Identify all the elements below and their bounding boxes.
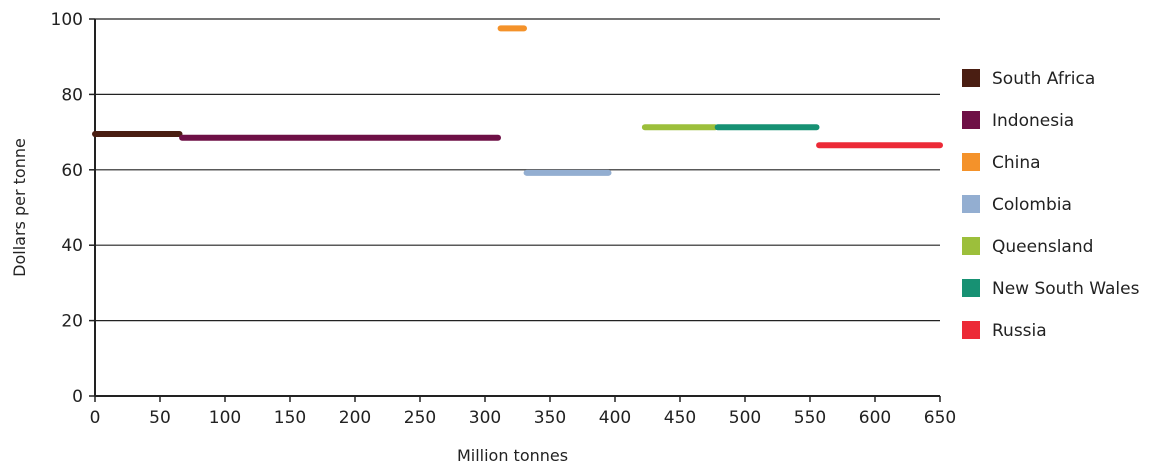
x-tick-label-200: 200 bbox=[339, 408, 371, 428]
y-tick-label-100: 100 bbox=[51, 10, 83, 30]
y-tick-label-0: 0 bbox=[72, 387, 83, 407]
x-tick-label-600: 600 bbox=[859, 408, 891, 428]
y-tick-label-80: 80 bbox=[61, 85, 83, 105]
x-axis-title: Million tonnes bbox=[457, 446, 568, 465]
x-tick-label-500: 500 bbox=[729, 408, 761, 428]
legend-swatch-indonesia bbox=[962, 111, 980, 129]
legend-swatch-china bbox=[962, 153, 980, 171]
x-tick-label-100: 100 bbox=[209, 408, 241, 428]
legend-label-indonesia: Indonesia bbox=[992, 111, 1074, 131]
x-tick-label-250: 250 bbox=[404, 408, 436, 428]
x-tick-label-0: 0 bbox=[90, 408, 101, 428]
x-tick-label-400: 400 bbox=[599, 408, 631, 428]
legend-label-russia: Russia bbox=[992, 321, 1047, 341]
x-tick-label-650: 650 bbox=[924, 408, 956, 428]
x-tick-label-300: 300 bbox=[469, 408, 501, 428]
x-tick-label-350: 350 bbox=[534, 408, 566, 428]
y-axis-title: Dollars per tonne bbox=[10, 138, 29, 277]
y-tick-label-40: 40 bbox=[61, 236, 83, 256]
legend-label-queensland: Queensland bbox=[992, 237, 1093, 257]
legend-label-south-africa: South Africa bbox=[992, 69, 1095, 89]
legend-label-new-south-wales: New South Wales bbox=[992, 279, 1140, 299]
x-tick-label-150: 150 bbox=[274, 408, 306, 428]
legend-swatch-colombia bbox=[962, 195, 980, 213]
y-tick-label-20: 20 bbox=[61, 312, 83, 332]
legend-label-china: China bbox=[992, 153, 1041, 173]
x-tick-label-50: 50 bbox=[149, 408, 171, 428]
legend-swatch-south-africa bbox=[962, 69, 980, 87]
x-tick-label-550: 550 bbox=[794, 408, 826, 428]
legend-label-colombia: Colombia bbox=[992, 195, 1072, 215]
legend-swatch-russia bbox=[962, 321, 980, 339]
legend-swatch-queensland bbox=[962, 237, 980, 255]
legend-swatch-new-south-wales bbox=[962, 279, 980, 297]
y-tick-label-60: 60 bbox=[61, 161, 83, 181]
x-tick-label-450: 450 bbox=[664, 408, 696, 428]
